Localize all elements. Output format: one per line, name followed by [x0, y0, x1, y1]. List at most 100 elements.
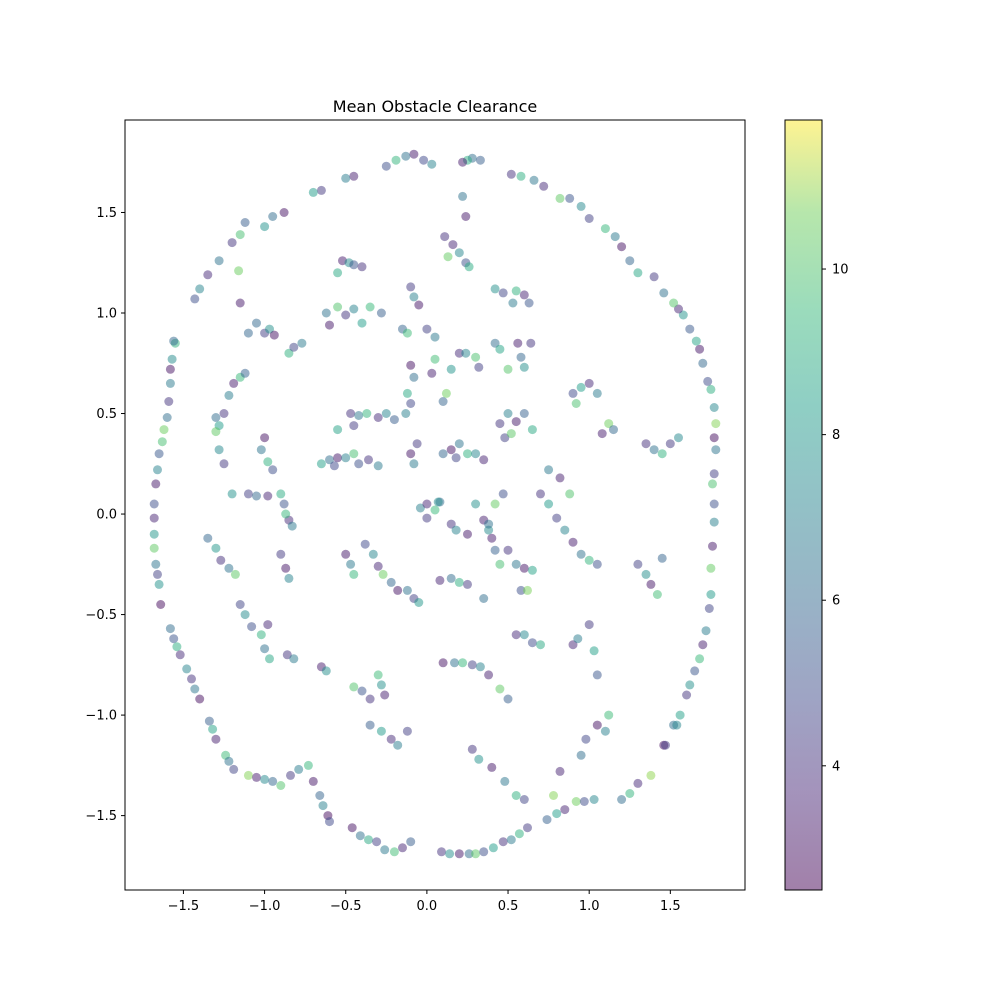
scatter-point [516, 585, 526, 595]
scatter-point [506, 169, 516, 179]
scatter-point [529, 175, 539, 185]
scatter-point [252, 318, 261, 328]
scatter-point [536, 489, 545, 499]
scatter-point [437, 847, 446, 857]
scatter-point [211, 427, 221, 437]
scatter-point [464, 849, 474, 859]
scatter-point [154, 579, 164, 589]
scatter-point [190, 684, 200, 694]
scatter-point [475, 155, 485, 165]
scatter-point [398, 843, 407, 853]
scatter-point [412, 439, 422, 449]
scatter-point [708, 541, 717, 551]
scatter-point [519, 563, 529, 573]
scatter-point [268, 212, 278, 221]
scatter-point [211, 413, 221, 422]
scatter-point [195, 284, 205, 294]
scatter-point [519, 290, 529, 300]
scatter-point [526, 338, 536, 348]
scatter-point [584, 214, 594, 223]
scatter-point [378, 569, 388, 579]
scatter-point [169, 634, 179, 644]
scatter-point [349, 171, 359, 181]
scatter-point [409, 292, 419, 302]
colorbar-frame [784, 119, 823, 891]
scatter-point [333, 302, 343, 312]
scatter-point [454, 577, 464, 587]
scatter-point [646, 579, 656, 589]
scatter-point [165, 378, 175, 388]
scatter-point [463, 529, 472, 539]
y-axis: −1.5 −1.0 −0.5 0.0 0.5 1.0 1.5 [85, 206, 125, 824]
scatter-point [617, 242, 627, 252]
colorbar [785, 120, 822, 890]
scatter-point [149, 543, 159, 553]
scatter-point [153, 465, 162, 475]
scatter-point [260, 774, 270, 784]
scatter-point [458, 157, 468, 167]
scatter-point [227, 489, 237, 499]
scatter-point [263, 457, 273, 467]
y-tick-label: 1.5 [96, 206, 117, 221]
scatter-point [568, 640, 578, 650]
scatter-point [633, 559, 643, 569]
scatter-point [527, 565, 537, 575]
scatter-point [706, 563, 716, 573]
scatter-point [479, 455, 489, 465]
scatter-point [706, 384, 716, 394]
scatter-point [354, 459, 364, 469]
scatter-point [365, 694, 375, 704]
scatter-point [349, 260, 359, 270]
scatter-point [508, 298, 518, 308]
scatter-point [357, 686, 367, 696]
scatter-point [401, 409, 411, 418]
scatter-point [151, 479, 161, 489]
scatter-point [454, 439, 464, 449]
scatter-point [227, 238, 237, 248]
scatter-point [422, 499, 432, 509]
scatter-point [287, 521, 297, 531]
scatter-point [498, 288, 508, 298]
scatter-point [204, 716, 214, 726]
scatter-point [172, 642, 182, 652]
scatter-point [576, 382, 586, 392]
scatter-point [169, 336, 179, 346]
scatter-point [568, 388, 578, 398]
chart-title: Mean Obstacle Clearance [333, 97, 537, 116]
scatter-point [513, 338, 523, 348]
scatter-point [247, 622, 257, 632]
x-tick-label: 1.0 [579, 899, 600, 914]
scatter-point [474, 754, 484, 764]
scatter-point [389, 847, 399, 857]
scatter-point [454, 348, 464, 358]
scatter-point [709, 517, 719, 527]
scatter-point [451, 453, 461, 463]
scatter-point [368, 549, 378, 559]
scatter-point [164, 397, 174, 406]
x-tick-label: −0.5 [330, 899, 362, 914]
scatter-point [224, 563, 234, 573]
scatter-point [657, 449, 667, 459]
scatter-point [256, 445, 266, 455]
scatter-point [544, 465, 554, 475]
scatter-point [156, 600, 166, 609]
scatter-point [458, 191, 468, 201]
scatter-point [362, 409, 372, 418]
scatter-point [381, 409, 391, 418]
scatter-point [269, 330, 279, 340]
scatter-point [592, 388, 602, 398]
scatter-point [454, 248, 464, 258]
scatter-point [523, 585, 532, 595]
scatter-point [402, 726, 412, 736]
scatter-point [230, 569, 240, 579]
scatter-point [406, 837, 416, 847]
scatter-point [527, 638, 537, 648]
scatter-point [216, 555, 226, 565]
scatter-point [711, 445, 721, 455]
scatter-point [571, 797, 581, 806]
scatter-point [234, 266, 244, 276]
scatter-point [376, 308, 386, 318]
scatter-point [365, 720, 375, 730]
scatter-point [318, 801, 328, 811]
scatter-point [373, 413, 383, 422]
